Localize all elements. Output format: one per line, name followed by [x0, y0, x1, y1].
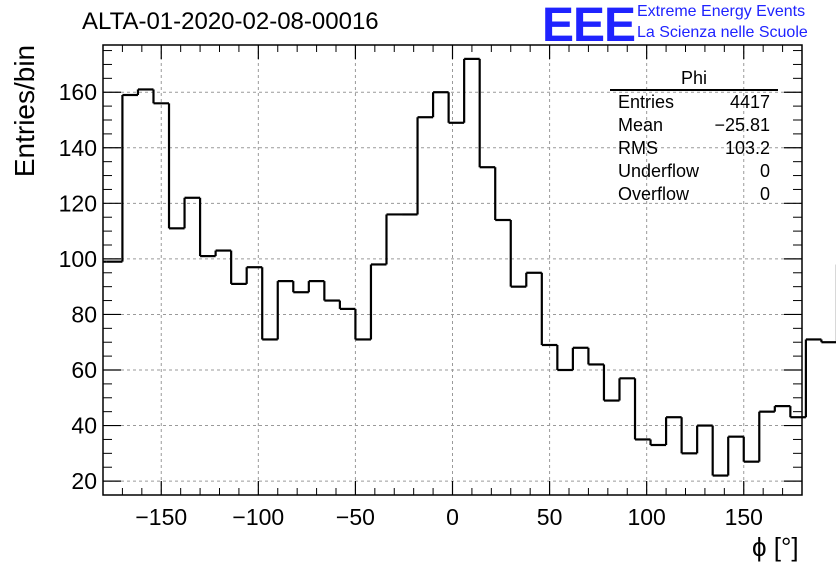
- x-tick-label: 50: [537, 504, 563, 530]
- x-axis-label: ϕ [°]: [752, 532, 799, 562]
- grid-lines: [103, 45, 802, 495]
- stats-key: Overflow: [618, 184, 690, 204]
- stats-value: 4417: [729, 92, 770, 112]
- y-axis-label: Entries/bin: [9, 44, 40, 178]
- stats-value: 0: [759, 161, 770, 181]
- chart-title: ALTA-01-2020-02-08-00016: [82, 8, 379, 35]
- histogram-series: [103, 57, 836, 477]
- y-tick-label: 40: [71, 413, 97, 439]
- stats-key: Mean: [618, 115, 664, 135]
- logo-line-1: Extreme Energy Events: [637, 3, 806, 20]
- stats-key: Underflow: [618, 161, 700, 181]
- stats-box: Phi Entries 4417 Mean −25.81 RMS 103.2 U…: [610, 68, 778, 206]
- x-tick-label: 150: [725, 504, 763, 530]
- stats-key: RMS: [618, 138, 658, 158]
- stats-title: Phi: [610, 68, 778, 91]
- x-tick-label: 100: [627, 504, 665, 530]
- y-tick-label: 80: [71, 301, 97, 327]
- x-axis: −150 −100 −50 0 50 100 150: [121, 45, 784, 530]
- y-tick-label: 100: [59, 246, 97, 272]
- x-tick-label: −150: [135, 504, 187, 530]
- y-axis: 20 40 60 80 100 120 140 160: [59, 50, 802, 496]
- y-tick-label: 120: [59, 190, 97, 216]
- stats-row-mean: Mean −25.81: [610, 114, 778, 137]
- x-tick-label: −100: [232, 504, 284, 530]
- y-tick-label: 140: [59, 135, 97, 161]
- stats-value: 0: [759, 184, 770, 204]
- stats-row-underflow: Underflow 0: [610, 160, 778, 183]
- stats-row-rms: RMS 103.2: [610, 137, 778, 160]
- stats-row-overflow: Overflow 0: [610, 183, 778, 206]
- x-tick-label: −50: [336, 504, 375, 530]
- eee-logo: EEE: [542, 0, 636, 52]
- logo-line-2: La Scienza nelle Scuole: [637, 24, 808, 41]
- stats-key: Entries: [618, 92, 675, 112]
- y-tick-label: 60: [71, 357, 97, 383]
- stats-row-entries: Entries 4417: [610, 91, 778, 114]
- y-tick-label: 160: [59, 79, 97, 105]
- stats-value: −25.81: [714, 115, 770, 135]
- x-tick-label: 0: [446, 504, 459, 530]
- y-tick-label: 20: [71, 468, 97, 494]
- stats-value: 103.2: [724, 138, 770, 158]
